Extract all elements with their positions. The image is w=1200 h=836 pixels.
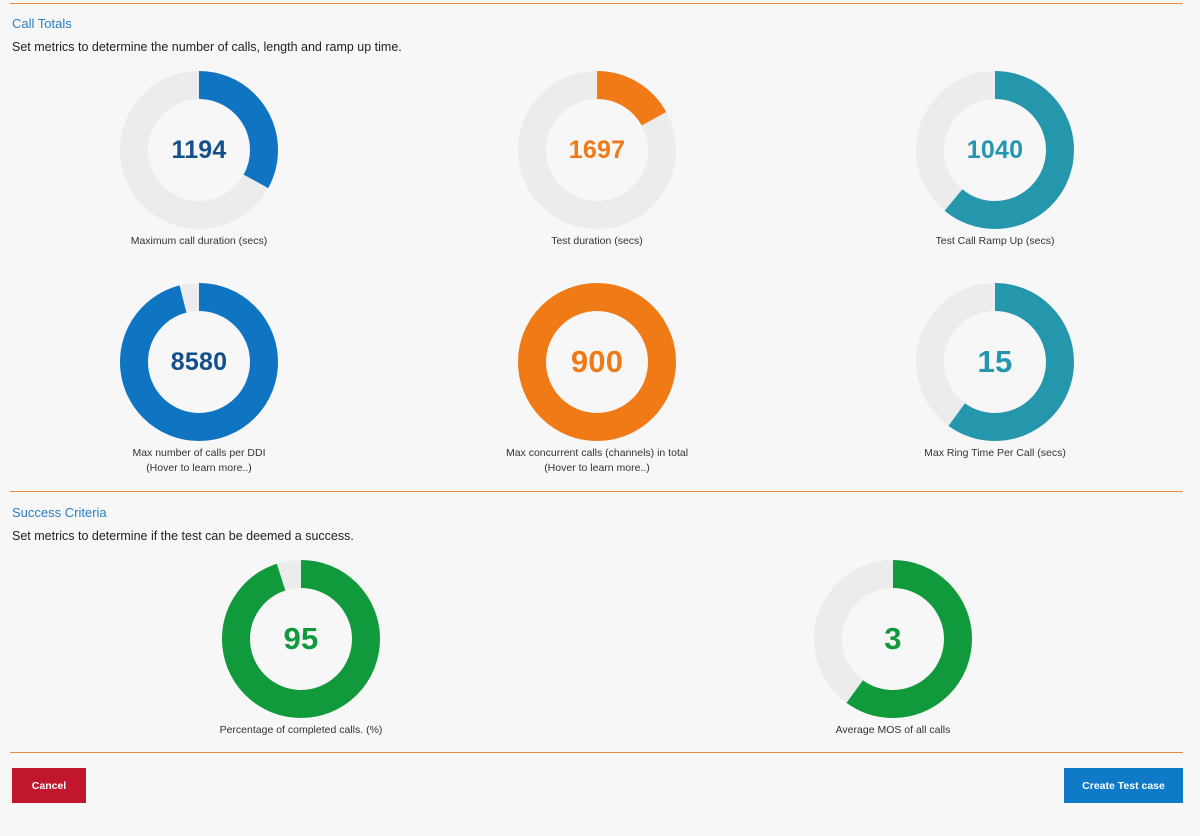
hover-hint[interactable]: (Hover to learn more..): [544, 462, 650, 474]
call-totals-description: Set metrics to determine the number of c…: [12, 40, 402, 54]
gauge-value: 95: [283, 621, 319, 656]
gauge-label-average-mos: Average MOS of all calls: [743, 723, 1043, 738]
gauge-ring: [120, 283, 278, 441]
gauge-label-max-ring-time: Max Ring Time Per Call (secs): [845, 446, 1145, 461]
gauge-ring: [120, 71, 278, 229]
gauge-test-call-ramp-up[interactable]: 1040: [916, 71, 1074, 229]
top-divider: [10, 3, 1183, 4]
success-criteria-title: Success Criteria: [12, 505, 107, 520]
gauge-ring: [916, 283, 1074, 441]
success-criteria-description: Set metrics to determine if the test can…: [12, 529, 354, 543]
gauge-label-text: Max Ring Time Per Call (secs): [924, 447, 1066, 459]
gauge-label-test-call-ramp-up: Test Call Ramp Up (secs): [845, 234, 1145, 249]
gauge-label-text: Test duration (secs): [551, 235, 643, 247]
gauge-ring: [814, 560, 972, 718]
gauge-average-mos[interactable]: 3: [814, 560, 972, 718]
footer-divider: [10, 752, 1183, 753]
create-test-case-button[interactable]: Create Test case: [1064, 768, 1183, 803]
gauge-value: 1697: [568, 135, 626, 164]
gauge-value: 15: [977, 344, 1013, 379]
gauge-ring: [518, 71, 676, 229]
gauge-label-max-calls-per-ddi[interactable]: Max number of calls per DDI (Hover to le…: [49, 446, 349, 476]
cancel-button[interactable]: Cancel: [12, 768, 86, 803]
gauge-label-text: Maximum call duration (secs): [130, 235, 268, 247]
call-totals-title: Call Totals: [12, 16, 72, 31]
gauge-max-ring-time[interactable]: 15: [916, 283, 1074, 441]
gauge-value: 3: [884, 621, 902, 656]
gauge-label-text: Max concurrent calls (channels) in total: [505, 447, 689, 459]
section-divider: [10, 491, 1183, 492]
gauge-label-text: Percentage of completed calls. (%): [219, 724, 383, 736]
hover-hint[interactable]: (Hover to learn more..): [146, 462, 252, 474]
gauge-label-text: Max number of calls per DDI: [132, 447, 266, 459]
gauge-label-test-duration: Test duration (secs): [447, 234, 747, 249]
gauge-max-concurrent-calls[interactable]: 900: [518, 283, 676, 441]
gauge-label-text: Test Call Ramp Up (secs): [935, 235, 1055, 247]
gauge-ring: [222, 560, 380, 718]
gauge-value: 900: [570, 344, 624, 379]
gauge-label-text: Average MOS of all calls: [835, 724, 951, 736]
gauge-max-calls-per-ddi[interactable]: 8580: [120, 283, 278, 441]
gauge-label-completed-calls-percentage: Percentage of completed calls. (%): [151, 723, 451, 738]
gauge-test-duration[interactable]: 1697: [518, 71, 676, 229]
gauge-value: 1040: [966, 135, 1024, 164]
gauge-ring: [916, 71, 1074, 229]
gauge-ring: [518, 283, 676, 441]
gauge-value: 1194: [171, 135, 227, 164]
gauge-value: 8580: [170, 347, 228, 376]
gauge-completed-calls-percentage[interactable]: 95: [222, 560, 380, 718]
gauge-label-max-concurrent-calls[interactable]: Max concurrent calls (channels) in total…: [447, 446, 747, 476]
gauge-max-call-duration[interactable]: 1194: [120, 71, 278, 229]
gauge-label-max-call-duration: Maximum call duration (secs): [49, 234, 349, 249]
